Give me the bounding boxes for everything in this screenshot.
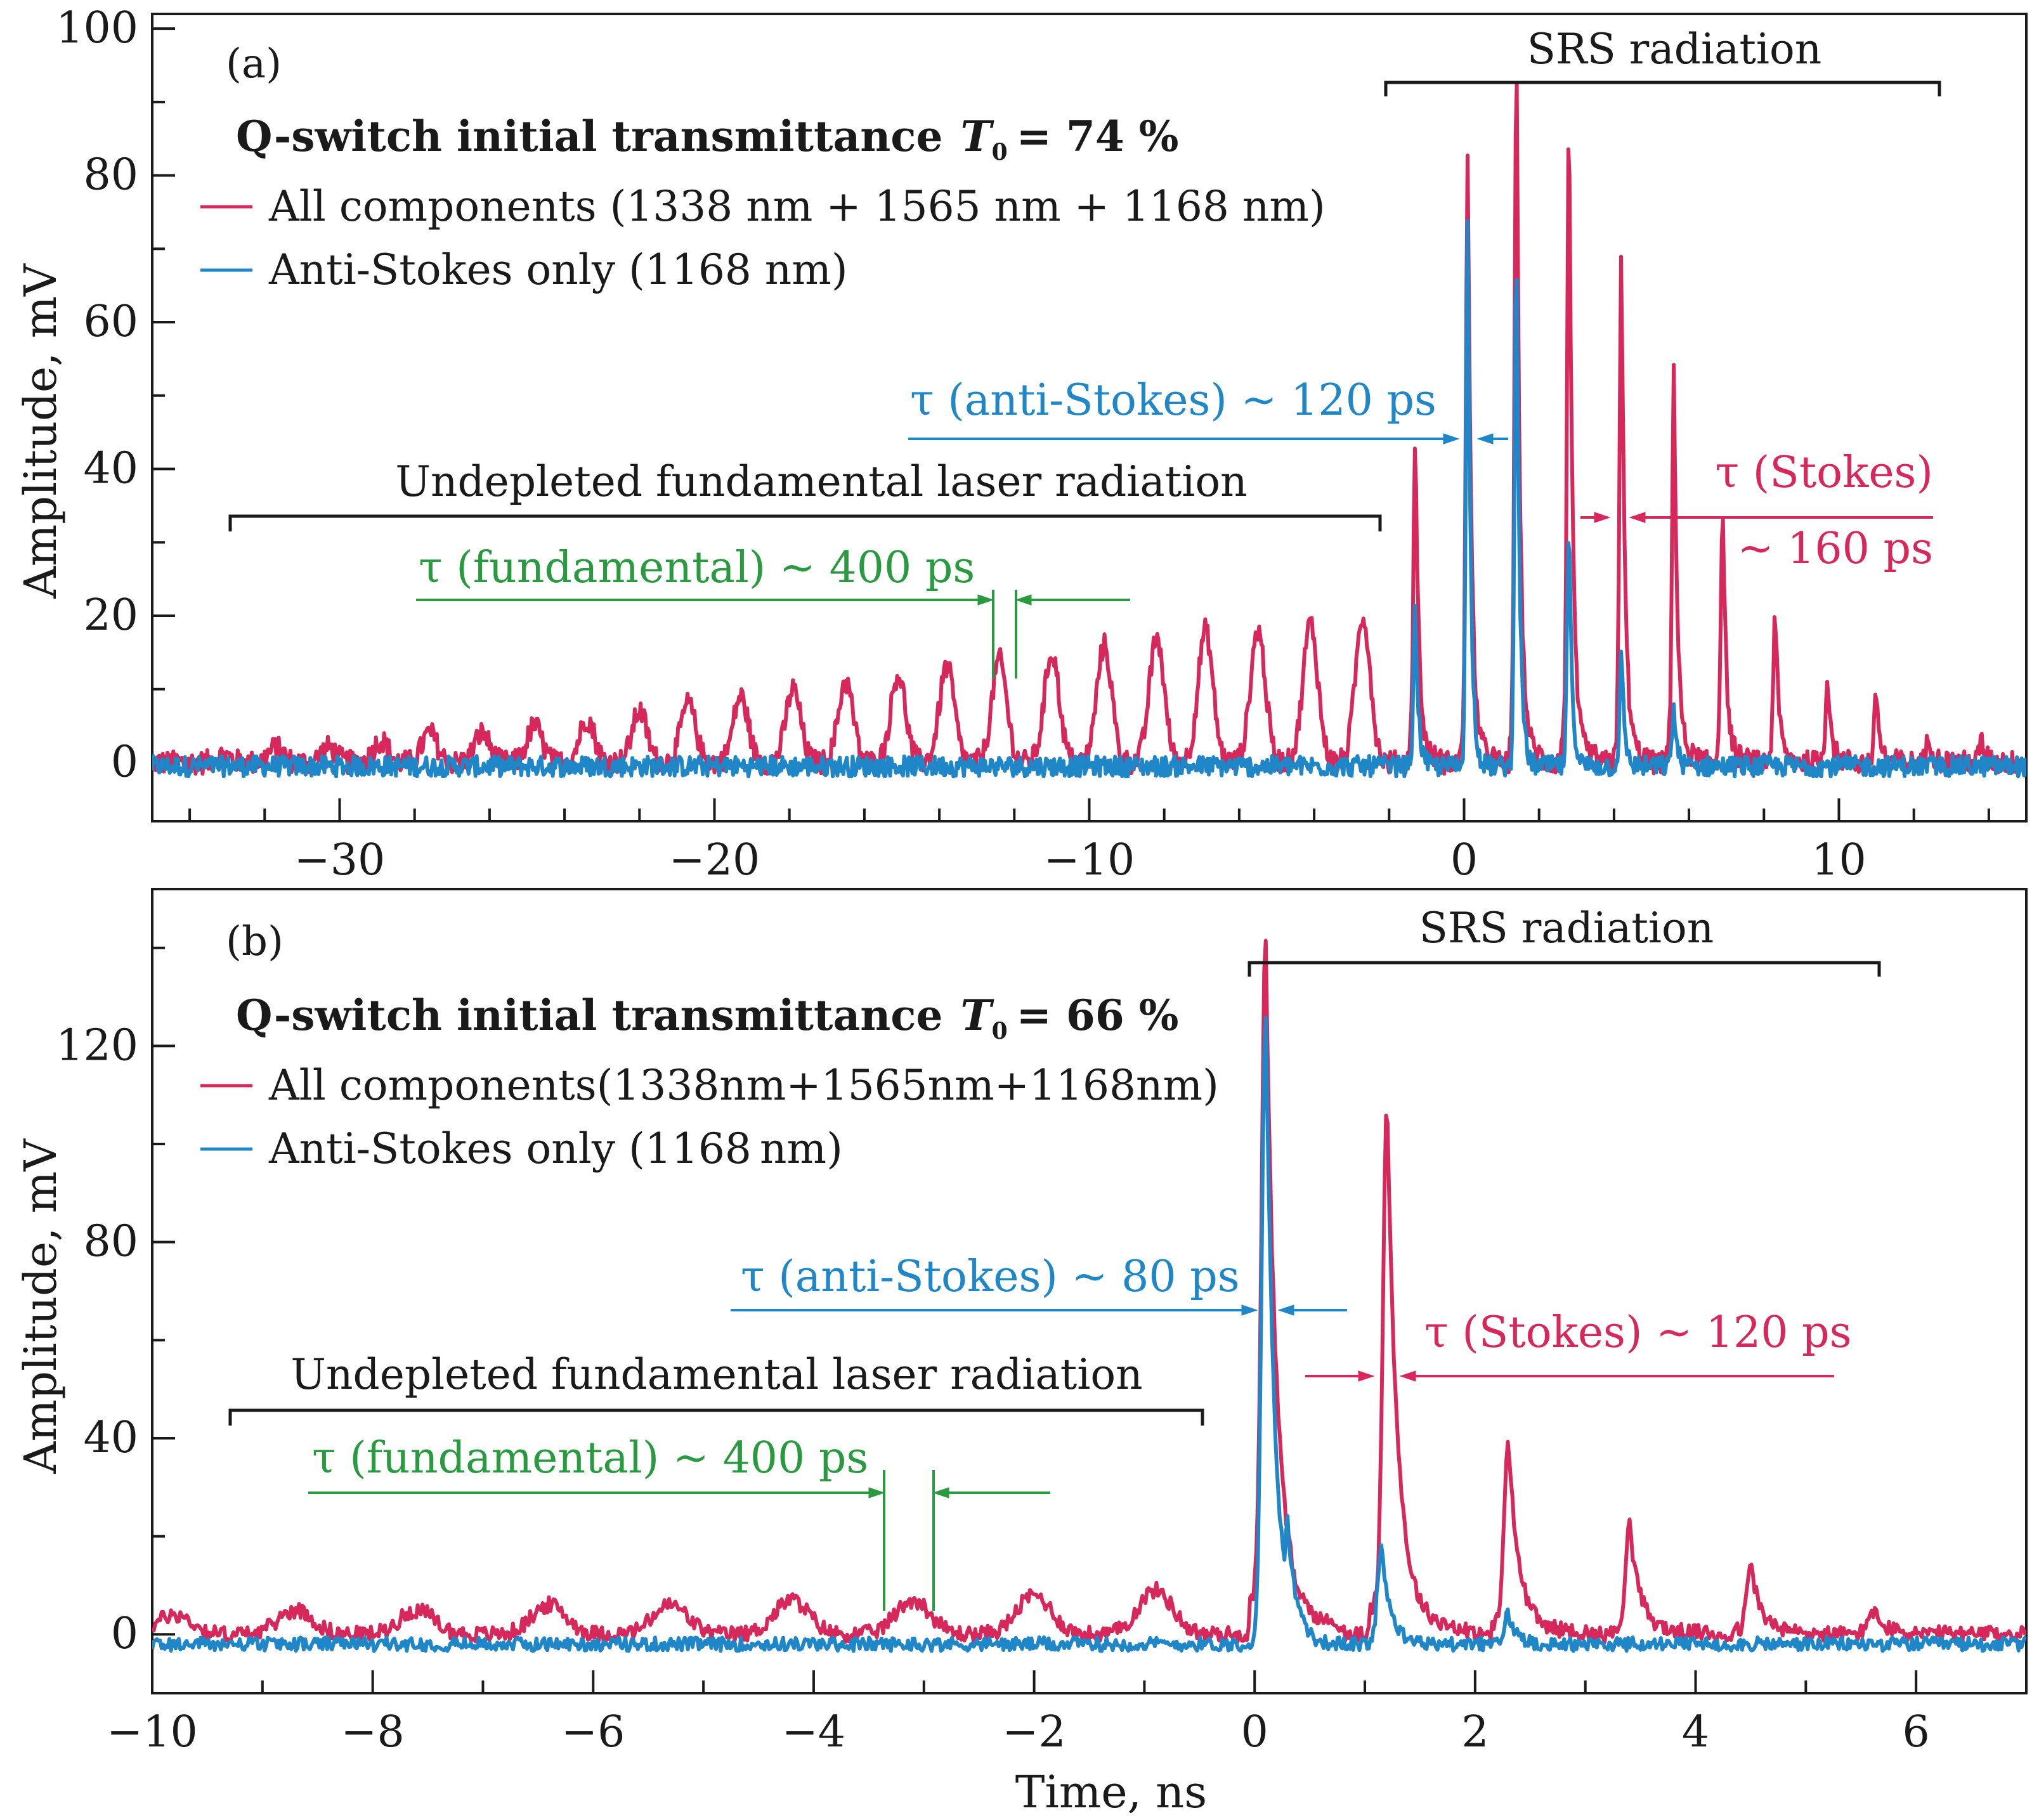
panel-a: 0 20 40 60 80 100 −30 −20 −10 0 10 (a) Q-switch in…: [15, 3, 2028, 885]
tau-anti-stokes-label: τ (anti-Stokes) ~ 120 ps: [910, 375, 1436, 426]
tau-fundamental-label: τ (fundamental) ~ 400 ps: [312, 1433, 868, 1483]
panel-label: (b): [226, 918, 283, 965]
tau-anti-stokes-annotation: τ (anti-Stokes) ~ 80 ps: [731, 1252, 1347, 1316]
undepleted-label: Undepleted fundamental laser radiation: [290, 1350, 1142, 1399]
x-tick-label: −10: [107, 1707, 198, 1757]
y-tick-label: 0: [111, 737, 138, 787]
x-axis-title: Time, ns: [1015, 1766, 1207, 1818]
y-tick-label: 80: [83, 150, 138, 200]
undepleted-label: Undepleted fundamental laser radiation: [395, 457, 1247, 506]
tau-stokes-value: ~ 160 ps: [1738, 524, 1933, 574]
undepleted-bracket: Undepleted fundamental laser radiation: [228, 1350, 1204, 1426]
legend-label-all-components: All components (1338 nm + 1565 nm + 1168…: [268, 182, 1326, 231]
legend-label-all-components: All components(1338nm+1565nm+1168nm): [268, 1061, 1219, 1110]
x-tick-label: 0: [1450, 835, 1478, 885]
x-tick-label: 6: [1903, 1707, 1930, 1757]
srs-label: SRS radiation: [1419, 904, 1714, 952]
x-tick-label: −2: [1002, 1707, 1065, 1757]
legend-label-anti-stokes: Anti-Stokes only (1168 nm): [268, 1124, 843, 1173]
y-tick-label: 40: [83, 1413, 138, 1463]
panel-b: 0 40 80 120 −10 −8 −6 −4 −2 0 2 4 6 (b) Q-switch ini…: [15, 888, 2028, 1818]
x-tick-label: −20: [669, 835, 760, 885]
x-tick-label: −30: [294, 835, 386, 885]
x-tick-label: 10: [1811, 835, 1866, 885]
x-tick-label: −6: [561, 1707, 625, 1757]
tau-stokes-label: τ (Stokes) ~ 120 ps: [1424, 1308, 1852, 1358]
y-tick-label: 120: [56, 1020, 138, 1070]
tau-fundamental-annotation: τ (fundamental) ~ 400 ps: [416, 543, 1130, 679]
x-tick-label: −4: [782, 1707, 845, 1757]
y-tick-label: 40: [83, 444, 138, 494]
chart-title: Q-switch initial transmittance T0 = 74 %: [236, 112, 1178, 166]
chart-title: Q-switch initial transmittance T0 = 66 %: [236, 991, 1178, 1044]
tau-anti-stokes-annotation: τ (anti-Stokes) ~ 120 ps: [908, 375, 1508, 445]
series-anti-stokes-line: [152, 219, 2026, 779]
series-anti-stokes-line: [152, 1015, 2026, 1653]
y-axis-title: Amplitude, mV: [15, 263, 67, 599]
x-tick-label: −10: [1044, 835, 1135, 885]
tau-fundamental-label: τ (fundamental) ~ 400 ps: [419, 543, 975, 593]
tau-stokes-label: τ (Stokes): [1716, 448, 1934, 498]
panel-label: (a): [226, 41, 282, 88]
axis-ticks: 0 20 40 60 80 100 −30 −20 −10 0 10: [56, 3, 1990, 885]
x-tick-label: 2: [1461, 1707, 1489, 1757]
srs-bracket: SRS radiation: [1248, 904, 1881, 977]
plot-frame: [151, 888, 2028, 1694]
tau-fundamental-annotation: τ (fundamental) ~ 400 ps: [308, 1433, 1050, 1611]
legend: All components (1338 nm + 1565 nm + 1168…: [200, 182, 1326, 294]
x-tick-label: 4: [1682, 1707, 1709, 1757]
y-tick-label: 0: [111, 1609, 138, 1659]
tau-anti-stokes-label: τ (anti-Stokes) ~ 80 ps: [741, 1252, 1240, 1302]
y-tick-label: 20: [83, 590, 138, 640]
x-tick-label: −8: [341, 1707, 405, 1757]
undepleted-bracket: Undepleted fundamental laser radiation: [228, 457, 1382, 531]
tau-stokes-annotation: τ (Stokes) ~ 120 ps: [1305, 1308, 1852, 1382]
x-tick-label: 0: [1241, 1707, 1268, 1757]
legend: All components(1338nm+1565nm+1168nm) Ant…: [200, 1061, 1219, 1173]
axis-ticks: 0 40 80 120 −10 −8 −6 −4 −2 0 2 4 6: [56, 946, 2028, 1757]
tau-stokes-annotation: τ (Stokes) ~ 160 ps: [1580, 448, 1933, 574]
y-axis-title: Amplitude, mV: [15, 1138, 67, 1474]
srs-label: SRS radiation: [1527, 25, 1822, 74]
y-tick-label: 80: [83, 1217, 138, 1267]
legend-label-anti-stokes: Anti-Stokes only (1168 nm): [268, 245, 848, 294]
srs-bracket: SRS radiation: [1384, 25, 1941, 96]
y-tick-label: 100: [56, 3, 138, 53]
y-tick-label: 60: [83, 297, 138, 347]
